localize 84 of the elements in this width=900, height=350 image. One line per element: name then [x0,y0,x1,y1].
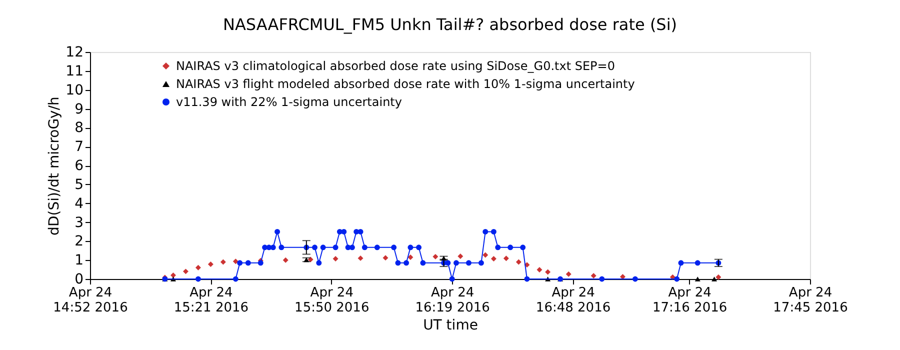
point [458,254,464,260]
point [237,260,243,266]
point [490,228,496,234]
point [278,244,284,250]
point [495,244,501,250]
y-tick-label: 1 [74,252,84,269]
y-tick-label: 2 [74,234,84,250]
point [395,260,401,266]
x-tick-label: Apr 24 16:48 2016 [536,286,611,316]
point [358,255,364,261]
y-tick-label: 12 [66,44,84,60]
point [416,244,422,250]
point [449,276,455,282]
point [170,272,176,278]
x-tick-label: Apr 24 14:52 2016 [53,286,128,316]
point [312,244,318,250]
point [482,228,488,234]
point [524,276,530,282]
point [391,244,397,250]
point [332,256,338,262]
point [245,260,251,266]
point [195,276,201,282]
y-tick-label: 6 [74,158,84,174]
point [382,255,388,261]
point [404,260,410,266]
point [282,257,288,263]
y-tick-label: 7 [74,139,84,156]
point [274,228,280,234]
y-tick-label: 3 [74,214,84,231]
point [220,259,226,265]
x-tick-label: Apr 24 15:50 2016 [294,286,370,316]
legend-label: NAIRAS v3 flight modeled absorbed dose rate with 10% 1-sigma uncertainty [176,77,635,91]
point [232,276,238,282]
point [536,266,542,272]
point [408,254,414,260]
point [716,274,722,280]
point [374,244,380,250]
point [503,256,509,262]
point [694,276,700,282]
y-tick-label: 0 [74,272,84,288]
point [566,271,572,277]
y-tick-label: 8 [74,120,84,136]
point [545,269,551,275]
point [590,273,596,279]
point [632,276,638,282]
point [599,276,605,282]
y-tick-label: 11 [66,63,84,80]
point [332,244,338,250]
y-tick-label: 9 [74,101,84,118]
point [712,276,718,282]
point [508,244,514,250]
point [482,252,488,258]
point [466,260,472,266]
point [208,262,214,267]
y-tick-label: 5 [74,176,84,193]
point [490,256,496,262]
x-tick-label: Apr 24 16:19 2016 [415,286,490,316]
point [516,259,522,265]
y-axis-title: dD(Si)/dt microGy/h [46,96,63,236]
point [454,260,459,266]
point [694,260,700,266]
legend-label: v11.39 with 22% 1-sigma uncertainty [176,95,402,109]
x-tick-label: Apr 24 17:45 2016 [773,286,848,316]
point [362,244,368,250]
point [420,260,426,266]
point [408,244,414,250]
point [258,260,264,266]
point [320,244,326,250]
point [520,244,526,250]
point [195,264,201,270]
point [316,260,322,266]
y-tick-label: 4 [74,196,84,212]
point [478,260,484,266]
point [182,268,188,274]
point [341,228,347,234]
x-tick-label: Apr 24 15:21 2016 [174,286,249,316]
y-tick-label: 10 [66,82,84,98]
chart-title: NASAAFRCMUL_FM5 Unkn Tail#? absorbed dose rate (Si) [222,15,678,34]
x-tick-label: Apr 24 17:16 2016 [652,286,728,316]
legend-label: NAIRAS v3 climatological absorbed dose rate using SiDose_G0.txt SEP=0 [176,59,615,73]
x-axis-title: UT time [423,318,478,334]
point [678,260,684,266]
point [432,254,438,260]
point [674,276,680,282]
